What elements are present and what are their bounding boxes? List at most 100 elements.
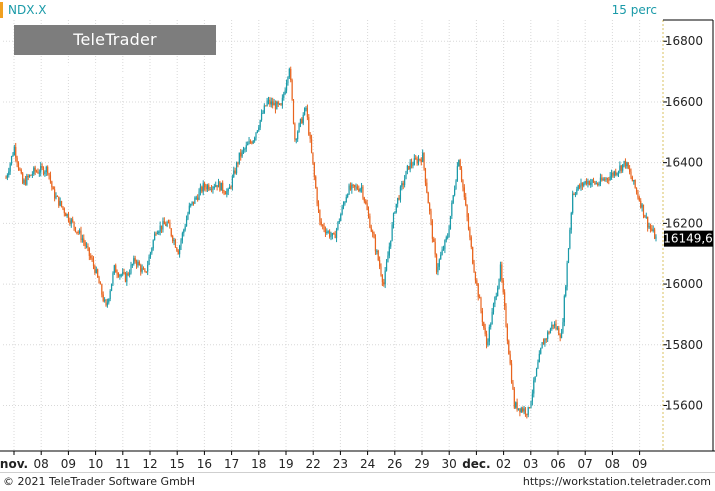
candle-body [133,258,135,265]
candle-body [627,162,629,169]
candle-body [452,195,454,203]
candle-body [116,272,118,275]
candle-body [520,408,522,413]
candle-body [323,225,325,230]
candle-body [384,270,386,285]
candle-body [398,197,400,200]
candle-body [435,254,438,273]
candle-body [260,113,263,121]
candle-body [442,249,445,251]
candle-body [90,255,92,259]
candle-body [495,296,497,298]
candle-body [319,209,321,222]
candle-body [562,322,564,333]
candle-body [465,197,467,206]
candle-body [472,247,474,264]
candle-body [558,327,560,336]
candle-body [594,181,596,184]
candle-body [504,292,506,306]
candle-body [109,290,111,299]
candle-body [216,185,218,188]
candle-body [56,195,58,197]
candle-body [222,182,224,191]
candle-body [229,186,231,189]
candle-body [437,266,439,273]
candle-body [72,219,74,222]
candle-body [219,181,221,191]
candle-body [134,258,136,262]
candle-body [572,193,574,213]
candle-body [135,261,138,266]
candle-body [209,189,211,191]
x-axis-labels: nov. 08 09 10 11 12 15 16 17 18 19 22 23 24 26 29 30 dec.… [0,457,647,471]
candle-body [640,200,642,208]
candle-body [563,296,565,323]
symbol-label[interactable]: NDX.X [8,3,47,17]
candle-body [281,97,283,106]
candle-body [317,203,320,210]
candle-body [592,179,595,182]
candle-body [312,152,314,164]
candle-body [419,158,421,160]
candle-body [47,166,49,174]
candle-body [556,327,558,329]
y-tick-label: 16000 [665,277,703,291]
x-tick-label: 30 [442,457,457,471]
candle-body [488,326,490,342]
candle-body [649,226,652,229]
candle-body [587,181,589,185]
candle-body [105,299,107,306]
candle-body [512,382,514,390]
candle-body [537,362,539,369]
candle-body [244,148,246,150]
candle-body [541,342,543,349]
candle-body [648,226,650,228]
candle-body [376,250,378,252]
candle-body [330,235,332,237]
candle-body [434,242,436,255]
candle-body [470,237,472,248]
candle-body [613,171,615,176]
candle-body [349,185,352,190]
candle-body [69,220,71,224]
candle-body [595,183,597,185]
candle-body [66,213,68,217]
candle-body [522,408,524,412]
y-axis-labels: 15600 15800 16000 16200 16400 16600 16800 [665,34,703,412]
candle-body [491,311,493,325]
candle-body [13,146,15,155]
candle-body [217,181,220,188]
candle-body [165,224,167,226]
candle-body [359,188,361,192]
candle-body [438,259,440,267]
candle-body [287,77,289,84]
candles [5,66,657,419]
candle-body [249,141,252,143]
timeframe-label[interactable]: 15 perc [611,3,657,17]
candle-body [637,191,639,198]
candle-body [224,193,227,195]
candle-body [148,256,150,265]
candle-body [415,158,417,160]
candle-body [210,189,213,191]
candle-body [30,174,32,176]
candle-body [160,225,163,230]
candle-body [138,261,140,266]
candle-body [367,209,370,217]
candle-body [405,171,407,180]
candle-body [370,227,372,232]
website-link[interactable]: https://workstation.teletrader.com [522,475,711,488]
candle-body [299,118,302,124]
candle-body [19,168,21,171]
x-tick-label: 16 [197,457,212,471]
candle-body [633,180,635,182]
candle-body [38,172,40,174]
candle-body [369,216,371,228]
candle-body [335,229,338,239]
candle-body [333,233,335,235]
candle-body [569,229,571,249]
candle-body [52,187,54,190]
candle-body [559,335,561,338]
candle-body [309,134,311,139]
